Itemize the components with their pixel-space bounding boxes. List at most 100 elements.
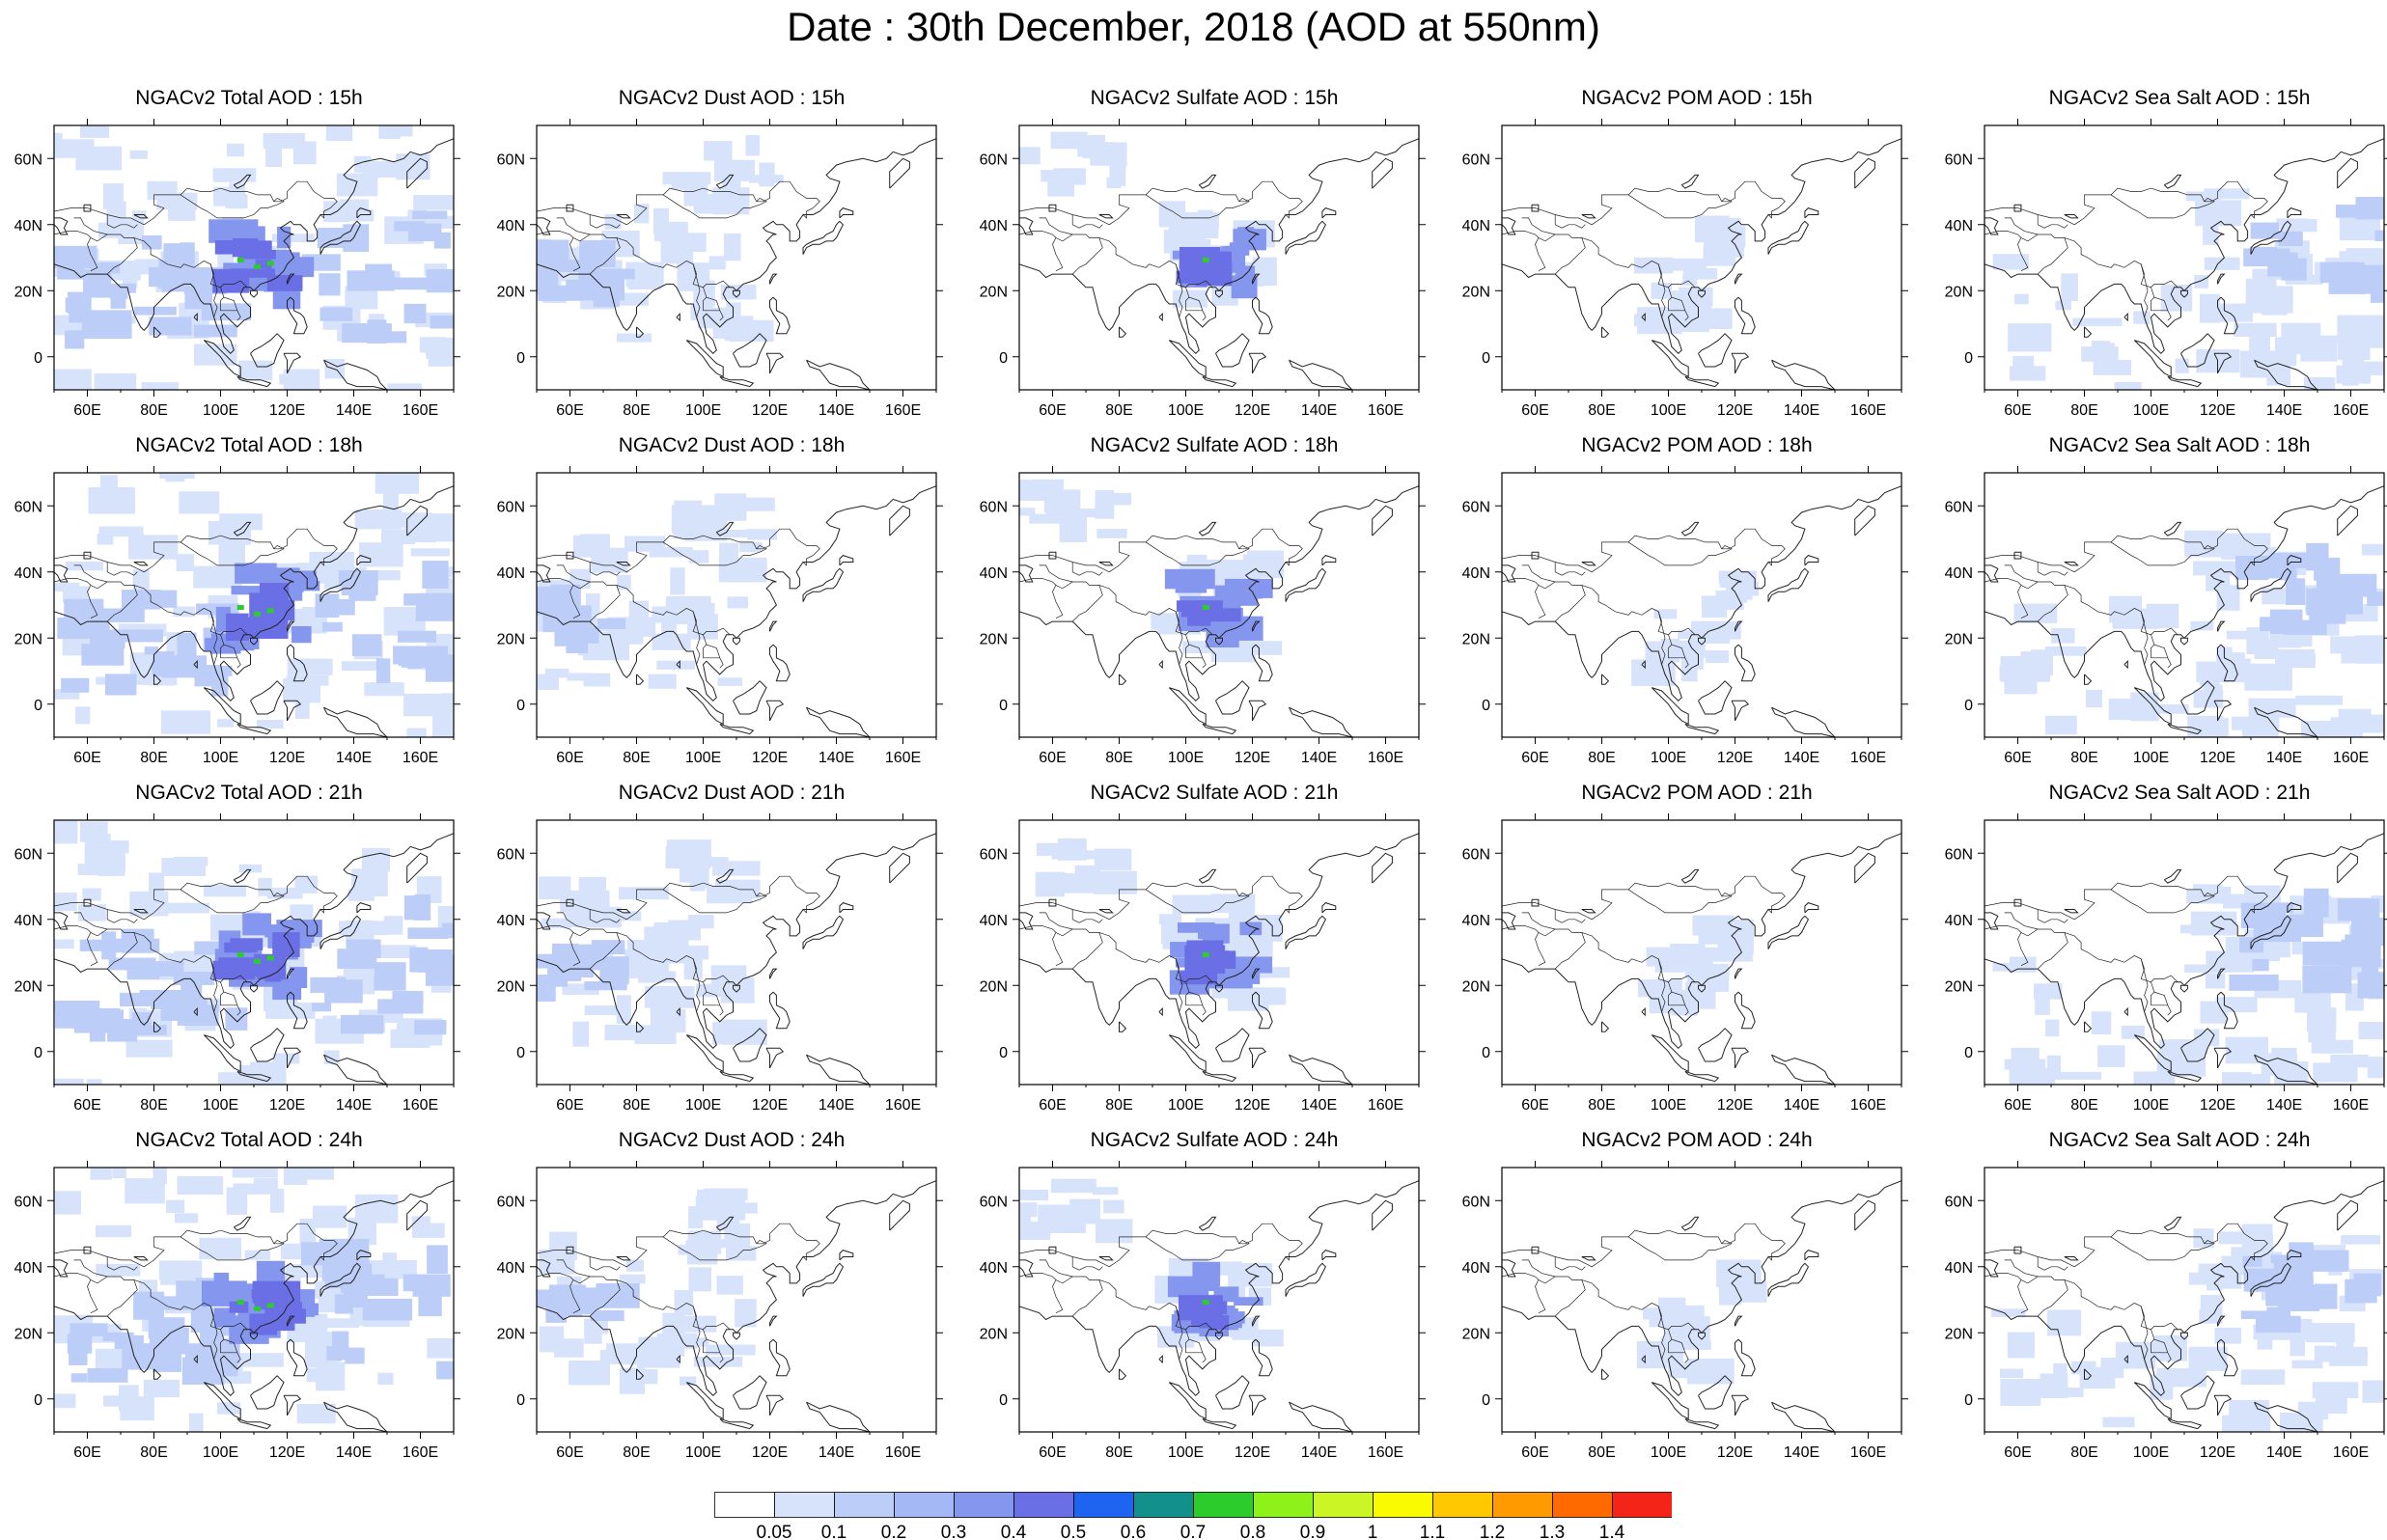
lat-tick-label: 40N: [1462, 913, 1490, 929]
aod-cell: [653, 207, 669, 234]
aod-cell: [724, 1223, 751, 1247]
aod-cell: [189, 1413, 204, 1432]
lat-tick-label: 20N: [497, 631, 525, 647]
lat-tick-label: 40N: [14, 565, 42, 582]
aod-cell: [687, 614, 718, 640]
aod-cell: [616, 333, 652, 343]
lon-tick-label: 160E: [1850, 1097, 1886, 1114]
lon-tick-label: 60E: [1521, 402, 1548, 419]
lon-tick-label: 60E: [2004, 1097, 2031, 1114]
lat-tick-label: 60N: [1462, 499, 1490, 515]
aod-cell: [2061, 273, 2078, 302]
map-plot: 60E 80E 100E 120E 140E 160E 60N 40N 20N 0: [14, 466, 460, 766]
colorbar-swatch: [1492, 1492, 1553, 1518]
aod-cell: [410, 548, 450, 557]
aod-cell: [2234, 322, 2277, 337]
aod-cell: [595, 632, 636, 644]
aod-cell: [2000, 1379, 2041, 1406]
aod-cell: [1168, 226, 1219, 239]
aod-cell: [176, 554, 195, 572]
map-plot: 60E 80E 100E 120E 140E 160E 60N 40N 20N 0: [497, 1161, 943, 1461]
aod-cell: [2093, 359, 2132, 375]
aod-cell: [165, 473, 185, 482]
aod-cell: [604, 1024, 637, 1041]
lat-tick-label: 40N: [980, 913, 1008, 929]
aod-cell: [147, 180, 178, 201]
lon-tick-label: 140E: [336, 750, 372, 766]
aod-cell: [2278, 564, 2297, 581]
aod-cell: [2229, 1400, 2269, 1416]
aod-cell: [2345, 248, 2384, 264]
lon-tick-label: 140E: [2266, 1097, 2302, 1114]
aod-cell: [432, 710, 454, 737]
aod-cell: [2194, 275, 2209, 289]
aod-cell: [319, 598, 355, 616]
lon-tick-label: 120E: [269, 1097, 305, 1114]
aod-cell: [87, 1079, 102, 1085]
lat-tick-label: 40N: [14, 913, 42, 929]
aod-peak-cell: [266, 955, 274, 961]
map-plot: 60E 80E 100E 120E 140E 160E 60N 40N 20N 0: [980, 1161, 1426, 1461]
aod-cell: [1663, 979, 1678, 992]
aod-cell: [2291, 1360, 2323, 1369]
aod-cell: [365, 263, 392, 273]
aod-cell: [339, 199, 369, 216]
lat-tick-label: 0: [1482, 350, 1490, 367]
aod-cell: [193, 344, 237, 366]
aod-cell: [427, 1245, 448, 1274]
aod-cell: [256, 719, 284, 729]
aod-peak-cell: [1202, 952, 1209, 957]
aod-cell: [226, 143, 244, 157]
aod-cell: [225, 194, 248, 208]
map-panel-total-21h: NGACv2 Total AOD : 21h 60E 80E 100E 120E 140E…: [14, 782, 460, 1114]
aod-cell: [1202, 923, 1230, 944]
aod-cell: [149, 316, 192, 336]
aod-cell: [98, 526, 144, 537]
lat-tick-label: 20N: [1462, 284, 1490, 300]
aod-cell: [193, 324, 237, 338]
lon-tick-label: 80E: [140, 1097, 167, 1114]
aod-cell: [2226, 630, 2256, 640]
aod-cell: [1231, 275, 1258, 299]
aod-peak-cell: [254, 958, 261, 964]
colorbar-label: 1.3: [1540, 1523, 1565, 1540]
aod-cell: [182, 665, 233, 676]
aod-cell: [402, 473, 417, 485]
lon-tick-label: 140E: [1784, 402, 1819, 419]
lat-tick-label: 60N: [980, 499, 1008, 515]
aod-cell: [2276, 218, 2310, 229]
aod-cell: [628, 600, 649, 620]
aod-cell: [161, 858, 207, 876]
aod-cell: [251, 1288, 279, 1300]
aod-cell: [587, 268, 635, 280]
aod-cell: [77, 1007, 121, 1030]
aod-cell: [128, 535, 179, 560]
aod-cell: [345, 1347, 365, 1364]
aod-cell: [584, 1005, 629, 1016]
aod-cell: [212, 168, 257, 182]
aod-cell: [688, 1267, 711, 1292]
aod-cell: [2277, 1284, 2320, 1311]
aod-cell: [745, 135, 761, 156]
aod-cell: [77, 864, 108, 876]
aod-cell: [442, 922, 454, 939]
aod-cell: [407, 927, 448, 940]
aod-cell: [681, 602, 715, 618]
aod-cell: [65, 297, 90, 313]
colorbar-swatch: [714, 1492, 775, 1518]
lon-tick-label: 100E: [203, 402, 238, 419]
coastlines: [1985, 138, 2384, 390]
aod-cell: [54, 1191, 81, 1215]
aod-cell: [364, 682, 404, 697]
aod-cell: [708, 307, 740, 316]
map-panel-pom-21h: NGACv2 POM AOD : 21h 60E 80E 100E 120E 140E 16…: [1462, 782, 1908, 1114]
aod-cell: [2200, 1295, 2223, 1323]
aod-cell: [2294, 992, 2331, 1013]
lat-tick-label: 60N: [1462, 1194, 1490, 1210]
aod-cell: [648, 674, 677, 689]
aod-cell: [2302, 965, 2352, 994]
panel-title: NGACv2 Total AOD : 24h: [135, 1129, 363, 1151]
aod-cell: [133, 306, 177, 316]
aod-cell: [62, 586, 89, 603]
aod-cell: [383, 916, 403, 935]
